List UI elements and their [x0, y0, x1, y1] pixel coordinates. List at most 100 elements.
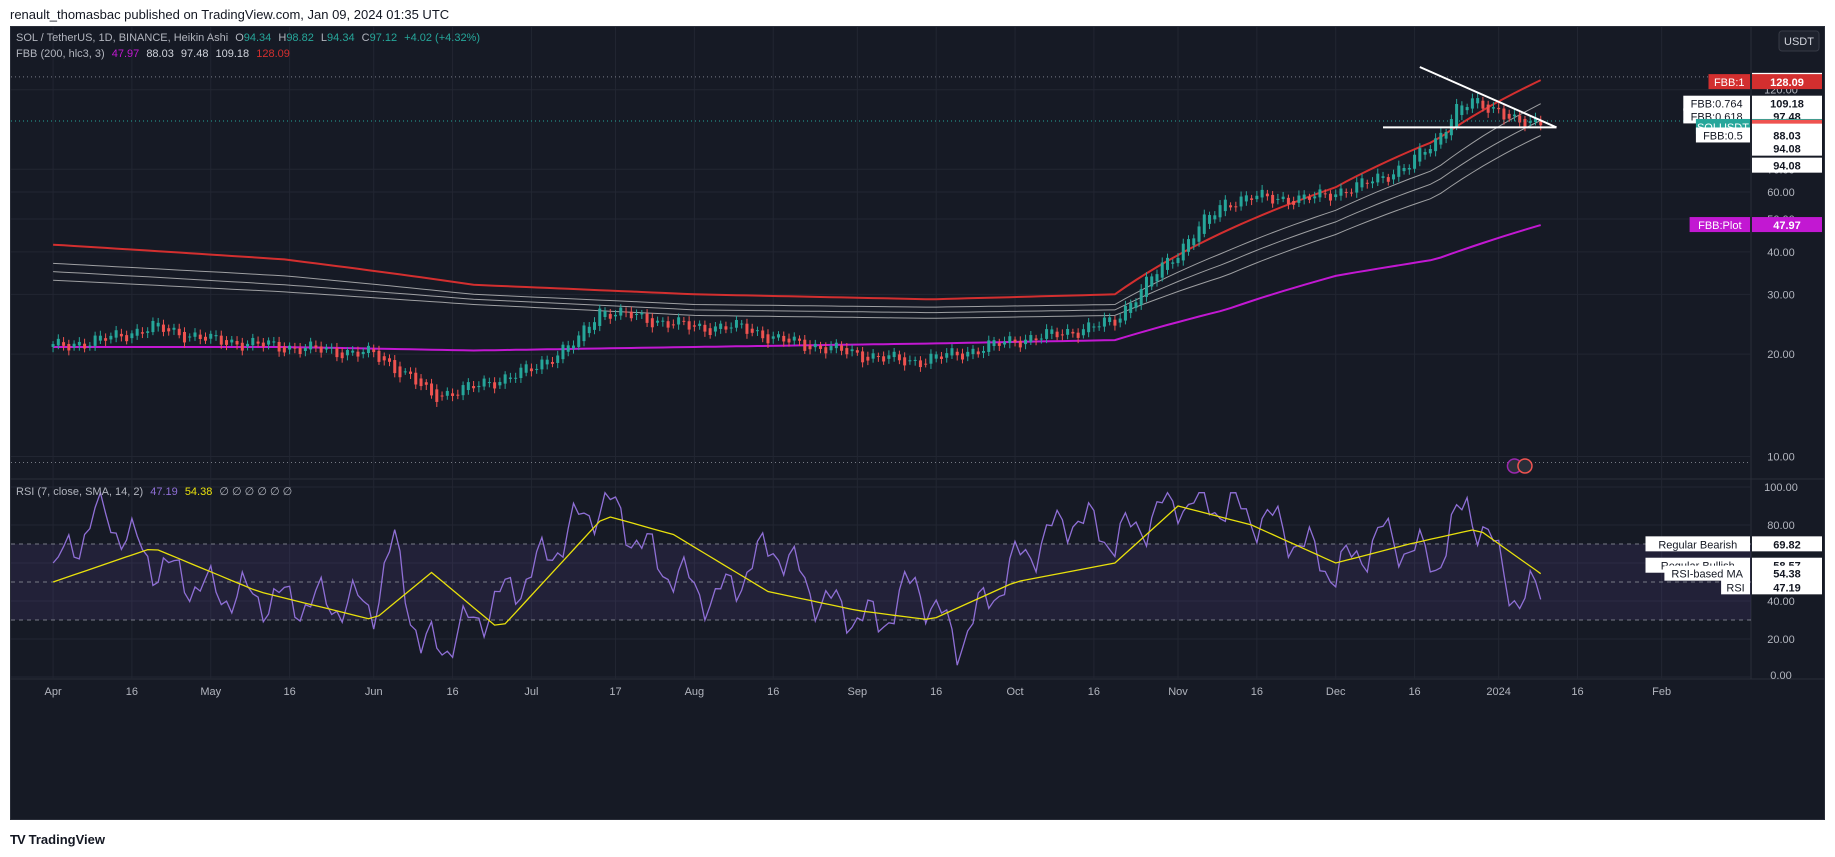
candle-body — [603, 310, 607, 318]
candle-body — [1339, 188, 1343, 196]
candle-body — [1187, 239, 1191, 252]
candle-body — [72, 343, 76, 348]
candle-body — [608, 313, 612, 319]
candle-body — [1455, 104, 1459, 127]
candle-body — [1039, 338, 1043, 340]
price-label-tag: RSI-based MA — [1671, 569, 1743, 581]
candle-body — [251, 337, 255, 346]
legend-symbol-name: SOL / TetherUS, 1D, BINANCE, Heikin Ashi — [16, 32, 228, 44]
candle-body — [1160, 262, 1164, 278]
candle-body — [540, 359, 544, 370]
tradingview-logo-icon: TV — [10, 832, 26, 847]
candle-body — [687, 321, 691, 330]
candle-body — [1244, 195, 1248, 202]
candle-body — [819, 345, 823, 349]
candle-body — [1234, 206, 1238, 208]
candle-body — [771, 336, 775, 339]
candle-body — [866, 356, 870, 361]
price-label-box — [1752, 140, 1822, 156]
candle-body — [1197, 226, 1201, 242]
candle-body — [67, 343, 71, 351]
legend-rsi-rest: ∅ ∅ ∅ ∅ ∅ ∅ — [219, 486, 292, 498]
candle-body — [1013, 339, 1017, 343]
tradingview-brand: TradingView — [28, 832, 105, 847]
candle-body — [256, 341, 260, 344]
rsi-line — [52, 490, 1542, 666]
candle-body — [1286, 197, 1290, 205]
candle-body — [1176, 257, 1180, 264]
price-series — [11, 76, 1751, 463]
candle-body — [614, 314, 618, 317]
candle-body — [1523, 118, 1527, 128]
candle-body — [792, 336, 796, 341]
legend-fbb-v4: 109.18 — [216, 48, 250, 60]
candle-body — [624, 311, 628, 313]
candle-body — [824, 347, 828, 354]
candle-body — [1334, 194, 1338, 198]
chart-svg[interactable]: Apr 16 May 16 Jun 16 Jul 17 Aug 16 Sep 16 Oct 16 Nov 16… — [11, 27, 1825, 820]
legend-c-label: C — [362, 32, 370, 44]
candle-body — [929, 353, 933, 364]
candle-body — [1439, 132, 1443, 145]
candle-body — [529, 368, 533, 372]
candle-body — [913, 359, 917, 361]
candle-body — [51, 344, 55, 347]
candle-body — [1134, 302, 1138, 308]
candle-body — [1045, 329, 1049, 339]
currency-box[interactable]: USDT — [1778, 30, 1820, 52]
legend-close: 97.12 — [370, 32, 398, 44]
time-tick-label: 16 — [930, 686, 942, 698]
band-line — [53, 224, 1541, 352]
price-label-tag-box — [1695, 127, 1750, 143]
candle-body — [1066, 328, 1070, 335]
legend-high: 98.82 — [286, 32, 314, 44]
candle-body — [156, 322, 160, 327]
candle-body — [945, 353, 949, 358]
candle-body — [1260, 189, 1264, 198]
candle-body — [508, 377, 512, 379]
legend-fbb-name: FBB (200, hlc3, 3) — [16, 48, 105, 60]
band-line — [53, 119, 1541, 314]
candle-body — [1318, 189, 1322, 198]
candle-body — [235, 341, 239, 345]
candle-body — [939, 356, 943, 359]
candle-body — [361, 351, 365, 355]
candle-body — [666, 321, 670, 328]
candle-body — [1265, 193, 1269, 197]
candle-body — [409, 371, 413, 374]
candle-body — [1150, 276, 1154, 287]
candle-body — [493, 382, 497, 389]
candle-body — [204, 336, 208, 341]
candle-body — [1397, 165, 1401, 177]
candle-body — [93, 335, 97, 346]
candle-body — [135, 328, 139, 336]
candle-body — [1071, 331, 1075, 334]
candle-body — [1271, 194, 1275, 204]
candle-body — [466, 382, 470, 391]
candle-body — [750, 328, 754, 333]
candle-body — [125, 335, 129, 342]
candle-body — [545, 359, 549, 365]
candle-body — [435, 389, 439, 402]
candle-body — [997, 343, 1001, 346]
candle-body — [1386, 177, 1390, 182]
band-line — [53, 79, 1542, 301]
candle-body — [1365, 182, 1369, 184]
candle-body — [740, 323, 744, 325]
candle-body — [387, 358, 391, 362]
candle-body — [372, 349, 376, 353]
price-label-tag: RSI — [1726, 582, 1744, 594]
chart-frame[interactable]: Apr 16 May 16 Jun 16 Jul 17 Aug 16 Sep 16 Oct 16 Nov 16… — [10, 26, 1825, 820]
candle-body — [456, 394, 460, 396]
candle-body — [1123, 305, 1127, 321]
candle-body — [167, 328, 171, 332]
candle-body — [472, 386, 476, 389]
price-label-value: 47.97 — [1773, 220, 1801, 232]
price-tick-label: 30.00 — [1767, 289, 1795, 301]
candle-body — [761, 330, 765, 339]
legend-fbb-v3: 97.48 — [181, 48, 209, 60]
tradingview-logo[interactable]: TV TradingView — [10, 832, 105, 847]
band-line — [53, 103, 1541, 308]
time-tick-label: Feb — [1652, 686, 1671, 698]
candle-body — [130, 333, 134, 339]
